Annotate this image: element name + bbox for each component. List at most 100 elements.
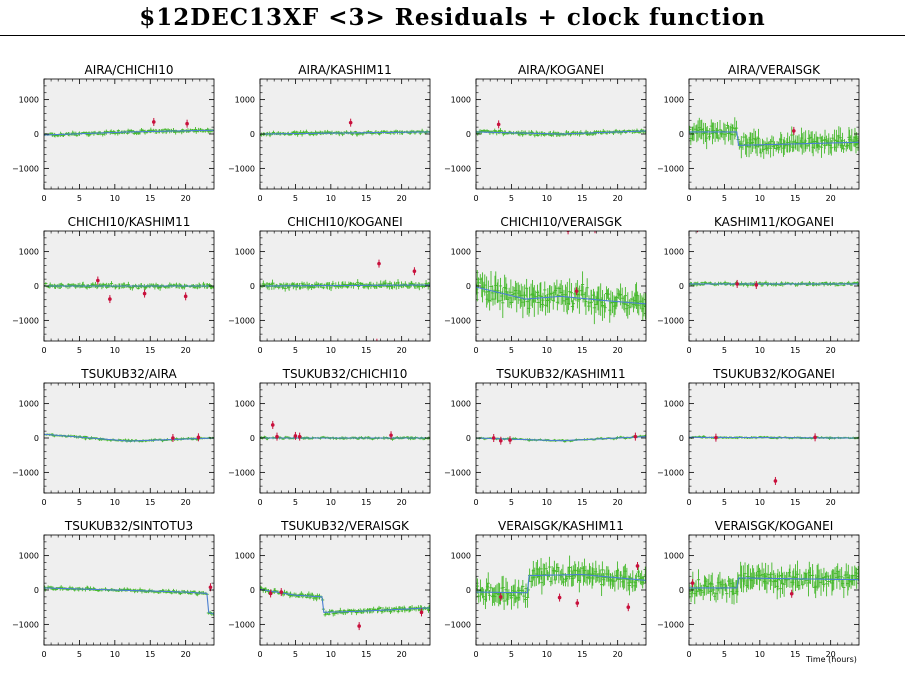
data-point bbox=[170, 591, 174, 595]
data-point bbox=[637, 570, 641, 583]
data-point bbox=[716, 577, 720, 601]
panel-title: TSUKUB32/KOGANEI bbox=[712, 367, 835, 381]
data-point bbox=[847, 126, 851, 148]
panel-title: AIRA/CHICHI10 bbox=[84, 63, 173, 77]
y-tick-label: 1000 bbox=[19, 248, 39, 257]
clock-function-line bbox=[44, 129, 214, 136]
clock-function-line bbox=[476, 286, 646, 305]
data-point bbox=[571, 296, 575, 311]
x-tick-label: 15 bbox=[577, 498, 587, 507]
data-point bbox=[627, 299, 631, 315]
panel-data bbox=[689, 79, 859, 159]
data-point bbox=[555, 279, 559, 297]
y-tick-label: 0 bbox=[34, 586, 39, 595]
y-tick-label: 0 bbox=[466, 130, 471, 139]
data-point bbox=[561, 577, 566, 587]
data-point bbox=[631, 570, 635, 592]
y-tick-label: −1000 bbox=[657, 164, 684, 173]
panel-6: CHICHI10/VERAISGK 1000 0 −1000 0 5 10 15 20 bbox=[444, 215, 647, 355]
x-tick-label: 10 bbox=[326, 194, 336, 203]
data-point bbox=[323, 613, 327, 617]
outlier-point bbox=[633, 432, 638, 441]
panel-9: TSUKUB32/CHICHI10 1000 0 −1000 0 5 10 15 20 bbox=[228, 367, 431, 507]
panel-3: AIRA/VERAISGK 1000 0 −1000 0 5 10 15 20 bbox=[657, 63, 860, 203]
outlier-point bbox=[357, 622, 361, 631]
data-point bbox=[489, 583, 493, 592]
data-point bbox=[776, 568, 780, 591]
y-tick-label: 1000 bbox=[451, 400, 471, 409]
data-point bbox=[410, 605, 414, 611]
data-point bbox=[544, 562, 548, 576]
outlier-point bbox=[813, 433, 817, 442]
x-tick-label: 20 bbox=[397, 346, 407, 355]
x-tick-label: 10 bbox=[110, 346, 120, 355]
data-point bbox=[831, 134, 835, 143]
data-point bbox=[321, 286, 326, 290]
x-tick-label: 0 bbox=[41, 194, 46, 203]
data-point bbox=[742, 132, 746, 142]
y-tick-label: 1000 bbox=[235, 552, 255, 561]
y-tick-label: 0 bbox=[250, 586, 255, 595]
panel-data bbox=[260, 420, 430, 441]
data-point bbox=[700, 281, 704, 284]
data-point bbox=[834, 129, 838, 152]
data-point bbox=[276, 131, 280, 136]
x-tick-label: 0 bbox=[473, 498, 478, 507]
data-point bbox=[847, 574, 852, 588]
data-point bbox=[715, 121, 720, 139]
data-point bbox=[697, 117, 701, 138]
data-point bbox=[342, 609, 346, 612]
y-tick-label: 1000 bbox=[664, 552, 684, 561]
data-point bbox=[846, 571, 850, 596]
data-point bbox=[548, 285, 552, 304]
data-point bbox=[711, 122, 715, 139]
y-tick-label: 1000 bbox=[451, 96, 471, 105]
x-tick-label: 0 bbox=[257, 346, 262, 355]
data-point bbox=[804, 130, 808, 152]
data-point bbox=[611, 130, 616, 136]
x-tick-label: 5 bbox=[509, 194, 514, 203]
y-tick-label: 1000 bbox=[451, 552, 471, 561]
outlier-point bbox=[297, 432, 302, 441]
y-tick-label: 1000 bbox=[664, 248, 684, 257]
data-point bbox=[786, 572, 790, 588]
outlier-point bbox=[496, 120, 501, 129]
outlier-point bbox=[275, 432, 279, 441]
clock-function-line bbox=[260, 588, 430, 613]
panel-4: CHICHI10/KASHIM11 1000 0 −1000 0 5 10 15 20 bbox=[12, 215, 215, 355]
data-point bbox=[855, 568, 859, 589]
data-point bbox=[476, 277, 481, 289]
x-tick-label: 5 bbox=[722, 194, 727, 203]
data-point bbox=[600, 290, 605, 321]
data-point bbox=[101, 282, 105, 289]
panel-minor-ticks bbox=[476, 382, 646, 494]
data-point bbox=[315, 593, 319, 598]
data-point bbox=[729, 123, 733, 145]
data-point bbox=[550, 286, 554, 301]
outlier-point bbox=[419, 608, 424, 617]
data-point bbox=[589, 289, 594, 315]
clock-function-line bbox=[260, 284, 430, 287]
data-point bbox=[122, 282, 126, 288]
data-point bbox=[208, 128, 212, 134]
outlier-point bbox=[574, 287, 579, 296]
x-tick-label: 20 bbox=[181, 194, 191, 203]
outlier-point bbox=[498, 592, 503, 601]
data-point bbox=[528, 133, 532, 136]
data-point bbox=[800, 574, 804, 585]
x-tick-label: 20 bbox=[397, 650, 407, 659]
data-point bbox=[620, 287, 624, 309]
data-point bbox=[726, 125, 731, 142]
x-tick-label: 0 bbox=[473, 650, 478, 659]
panel-minor-ticks bbox=[260, 382, 430, 494]
data-point bbox=[539, 282, 543, 312]
data-point bbox=[140, 441, 144, 443]
x-tick-label: 20 bbox=[181, 498, 191, 507]
data-point bbox=[422, 285, 427, 288]
data-point bbox=[766, 564, 770, 585]
data-point bbox=[88, 586, 93, 591]
data-point bbox=[534, 290, 538, 303]
data-point bbox=[790, 126, 794, 144]
x-tick-label: 20 bbox=[826, 498, 836, 507]
